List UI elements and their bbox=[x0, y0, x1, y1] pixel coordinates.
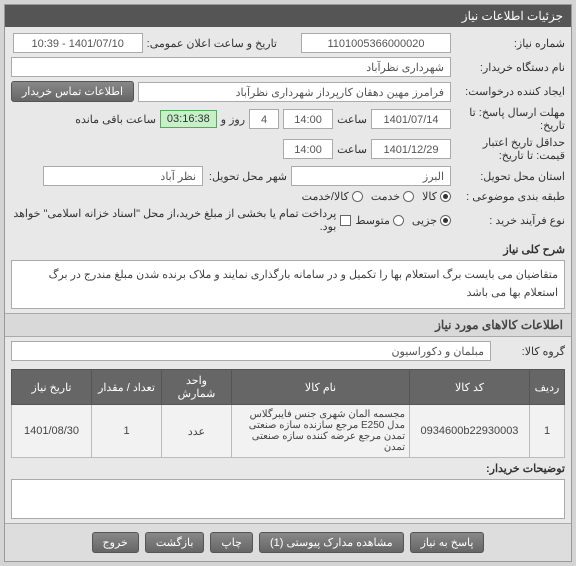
remain-label: ساعت باقی مانده bbox=[75, 113, 156, 126]
province-label: استان محل تحویل: bbox=[455, 170, 565, 183]
radio-goods-service[interactable]: کالا/خدمت bbox=[302, 190, 363, 203]
respond-button[interactable]: پاسخ به نیاز bbox=[410, 532, 485, 553]
buyer-org-label: نام دستگاه خریدار: bbox=[455, 61, 565, 74]
desc-title: شرح کلی نیاز bbox=[455, 243, 565, 256]
treasury-checkbox[interactable] bbox=[340, 215, 351, 226]
city-label: شهر محل تحویل: bbox=[207, 170, 287, 183]
exit-button[interactable]: خروج bbox=[92, 532, 139, 553]
deadline-label: مهلت ارسال پاسخ: تا تاریخ: bbox=[455, 106, 565, 132]
group-value: مبلمان و دکوراسیون bbox=[11, 341, 491, 361]
radio-dot-icon bbox=[352, 191, 363, 202]
province-value: البرز bbox=[291, 166, 451, 186]
creator-value: فرامرز مهین دهقان کارپرداز شهرداری نظرآب… bbox=[138, 82, 451, 102]
print-button[interactable]: چاپ bbox=[210, 532, 253, 553]
group-label: گروه کالا: bbox=[495, 345, 565, 358]
col-name: نام کالا bbox=[232, 370, 410, 405]
cell-qty: 1 bbox=[92, 405, 162, 458]
validity-time: 14:00 bbox=[283, 139, 333, 159]
col-qty: تعداد / مقدار bbox=[92, 370, 162, 405]
radio-dot-icon bbox=[440, 191, 451, 202]
req-no-value: 1101005366000020 bbox=[301, 33, 451, 53]
panel-title: جزئیات اطلاعات نیاز bbox=[5, 5, 571, 27]
deadline-time: 14:00 bbox=[283, 109, 333, 129]
goods-table: ردیف کد کالا نام کالا واحد شمارش تعداد /… bbox=[11, 369, 565, 458]
announce-label: تاریخ و ساعت اعلان عمومی: bbox=[147, 37, 277, 50]
buyer-notes-box bbox=[11, 479, 565, 519]
countdown-timer: 03:16:38 bbox=[160, 110, 217, 128]
attachments-button[interactable]: مشاهده مدارک پیوستی (1) bbox=[259, 532, 404, 553]
validity-date: 1401/12/29 bbox=[371, 139, 451, 159]
contact-buyer-button[interactable]: اطلاعات تماس خریدار bbox=[11, 81, 134, 102]
deadline-date: 1401/07/14 bbox=[371, 109, 451, 129]
col-index: ردیف bbox=[530, 370, 565, 405]
req-no-label: شماره نیاز: bbox=[455, 37, 565, 50]
details-panel: جزئیات اطلاعات نیاز شماره نیاز: 11010053… bbox=[4, 4, 572, 562]
pay-note: پرداخت تمام یا بخشی از مبلغ خرید،از محل … bbox=[11, 207, 336, 233]
cell-index: 1 bbox=[530, 405, 565, 458]
validity-label: حداقل تاریخ اعتبار قیمت: تا تاریخ: bbox=[455, 136, 565, 162]
col-unit: واحد شمارش bbox=[162, 370, 232, 405]
radio-mid[interactable]: متوسط bbox=[355, 214, 404, 227]
description-box: متقاضیان می بایست برگ استعلام بها را تکم… bbox=[11, 260, 565, 309]
cell-code: 0934600b22930003 bbox=[410, 405, 530, 458]
radio-goods[interactable]: کالا bbox=[422, 190, 451, 203]
days-label: روز و bbox=[221, 113, 245, 126]
buyer-notes-label: توضیحات خریدار: bbox=[475, 462, 565, 475]
time-label-2: ساعت bbox=[337, 143, 367, 156]
table-row[interactable]: 1 0934600b22930003 مجسمه المان شهری جنس … bbox=[12, 405, 565, 458]
process-label: نوع فرآیند خرید : bbox=[455, 214, 565, 227]
col-date: تاریخ نیاز bbox=[12, 370, 92, 405]
cell-name: مجسمه المان شهری جنس فایبرگلاس مدل E250 … bbox=[232, 405, 410, 458]
announce-value: 1401/07/10 - 10:39 bbox=[13, 33, 143, 53]
goods-section-title: اطلاعات کالاهای مورد نیاز bbox=[5, 313, 571, 337]
days-value: 4 bbox=[249, 109, 279, 129]
city-value: نظر آباد bbox=[43, 166, 203, 186]
buyer-org-value: شهرداری نظرآباد bbox=[11, 57, 451, 77]
time-label-1: ساعت bbox=[337, 113, 367, 126]
footer-buttons: پاسخ به نیاز مشاهده مدارک پیوستی (1) چاپ… bbox=[5, 523, 571, 561]
radio-dot-icon bbox=[440, 215, 451, 226]
cell-date: 1401/08/30 bbox=[12, 405, 92, 458]
category-radio-group: کالا خدمت کالا/خدمت bbox=[302, 190, 451, 203]
category-label: طبقه بندی موضوعی : bbox=[455, 190, 565, 203]
creator-label: ایجاد کننده درخواست: bbox=[455, 85, 565, 98]
table-header-row: ردیف کد کالا نام کالا واحد شمارش تعداد /… bbox=[12, 370, 565, 405]
form-area: شماره نیاز: 1101005366000020 تاریخ و ساع… bbox=[5, 27, 571, 243]
col-code: کد کالا bbox=[410, 370, 530, 405]
radio-service[interactable]: خدمت bbox=[371, 190, 414, 203]
back-button[interactable]: بازگشت bbox=[145, 532, 205, 553]
radio-low[interactable]: جزیی bbox=[412, 214, 451, 227]
cell-unit: عدد bbox=[162, 405, 232, 458]
radio-dot-icon bbox=[403, 191, 414, 202]
process-radio-group: جزیی متوسط bbox=[355, 214, 451, 227]
radio-dot-icon bbox=[393, 215, 404, 226]
